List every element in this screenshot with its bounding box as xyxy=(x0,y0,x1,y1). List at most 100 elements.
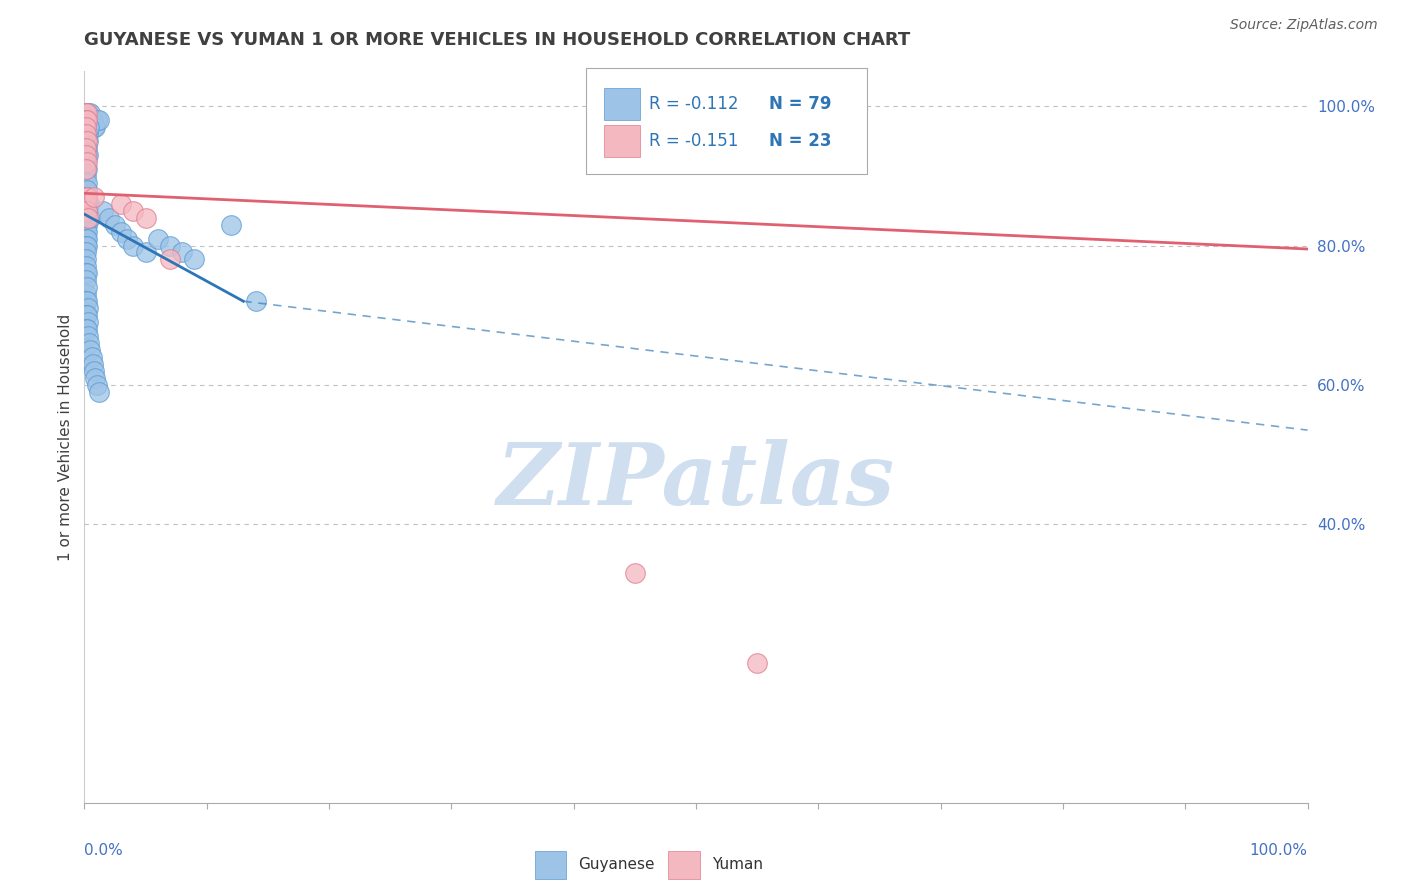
Point xyxy=(75,169,97,183)
Point xyxy=(91,203,114,218)
FancyBboxPatch shape xyxy=(605,88,640,120)
Point xyxy=(82,357,104,371)
Point xyxy=(75,161,97,176)
Point xyxy=(75,196,97,211)
Point xyxy=(77,148,100,162)
Point xyxy=(76,218,98,232)
Point xyxy=(76,231,98,245)
Point xyxy=(75,260,97,274)
Point xyxy=(86,113,108,128)
Point xyxy=(76,190,98,204)
Point xyxy=(76,280,98,294)
Point xyxy=(75,127,97,141)
Point xyxy=(76,106,98,120)
Point xyxy=(146,231,169,245)
Point xyxy=(86,377,108,392)
Point xyxy=(77,106,100,120)
Point xyxy=(75,120,97,134)
Point xyxy=(135,211,157,225)
FancyBboxPatch shape xyxy=(586,68,868,174)
Point xyxy=(83,364,105,378)
Point xyxy=(75,155,97,169)
Point xyxy=(77,301,100,316)
Point xyxy=(76,225,98,239)
Text: N = 79: N = 79 xyxy=(769,95,832,113)
Point xyxy=(159,252,181,267)
Point xyxy=(75,294,97,309)
Point xyxy=(76,127,98,141)
Point xyxy=(76,134,98,148)
Point xyxy=(87,384,110,399)
Point xyxy=(76,183,98,197)
Point xyxy=(84,371,107,385)
Point xyxy=(75,308,97,322)
Point xyxy=(75,148,97,162)
Point xyxy=(76,176,98,190)
FancyBboxPatch shape xyxy=(605,125,640,157)
Point xyxy=(76,161,98,176)
Point xyxy=(79,106,101,120)
Point xyxy=(77,113,100,128)
Point xyxy=(76,308,98,322)
Point xyxy=(77,134,100,148)
Text: GUYANESE VS YUMAN 1 OR MORE VEHICLES IN HOUSEHOLD CORRELATION CHART: GUYANESE VS YUMAN 1 OR MORE VEHICLES IN … xyxy=(84,31,911,49)
Point xyxy=(747,657,769,671)
Point xyxy=(110,225,132,239)
Point xyxy=(77,120,100,134)
Point xyxy=(75,218,97,232)
Point xyxy=(245,294,267,309)
Point xyxy=(75,190,97,204)
Point xyxy=(77,211,100,225)
Point xyxy=(84,120,107,134)
Point xyxy=(75,322,97,336)
Point xyxy=(76,190,98,204)
Text: Source: ZipAtlas.com: Source: ZipAtlas.com xyxy=(1230,18,1378,32)
Y-axis label: 1 or more Vehicles in Household: 1 or more Vehicles in Household xyxy=(58,313,73,561)
Point xyxy=(76,294,98,309)
Point xyxy=(79,343,101,357)
Point xyxy=(75,211,97,225)
Point xyxy=(75,287,97,301)
Point xyxy=(75,106,97,120)
Point xyxy=(159,238,181,252)
Point xyxy=(104,218,127,232)
Point xyxy=(79,211,101,225)
Point xyxy=(76,238,98,252)
Point xyxy=(77,315,100,329)
Point xyxy=(83,190,105,204)
Point xyxy=(87,113,110,128)
Text: ZIPatlas: ZIPatlas xyxy=(496,439,896,523)
Point xyxy=(80,113,103,128)
Point xyxy=(75,238,97,252)
FancyBboxPatch shape xyxy=(534,852,567,879)
Point xyxy=(76,106,98,120)
Point xyxy=(80,350,103,364)
Point xyxy=(76,148,98,162)
Point xyxy=(75,190,97,204)
Text: Guyanese: Guyanese xyxy=(578,857,655,872)
Point xyxy=(75,141,97,155)
Point xyxy=(75,266,97,280)
Point xyxy=(122,238,145,252)
Point xyxy=(76,155,98,169)
Point xyxy=(115,231,138,245)
Point xyxy=(76,322,98,336)
Point xyxy=(183,252,205,267)
Point xyxy=(75,245,97,260)
Point xyxy=(75,113,97,128)
Point xyxy=(76,266,98,280)
Point xyxy=(77,336,100,351)
Point xyxy=(77,196,100,211)
Point xyxy=(75,183,97,197)
Point xyxy=(76,113,98,128)
Text: Yuman: Yuman xyxy=(711,857,763,872)
Text: R = -0.112: R = -0.112 xyxy=(650,95,740,113)
Point xyxy=(75,196,97,211)
Point xyxy=(135,245,157,260)
Point xyxy=(77,329,100,343)
Point xyxy=(77,203,100,218)
Point xyxy=(219,218,242,232)
Text: R = -0.151: R = -0.151 xyxy=(650,132,740,150)
Point xyxy=(75,252,97,267)
Point xyxy=(75,273,97,287)
